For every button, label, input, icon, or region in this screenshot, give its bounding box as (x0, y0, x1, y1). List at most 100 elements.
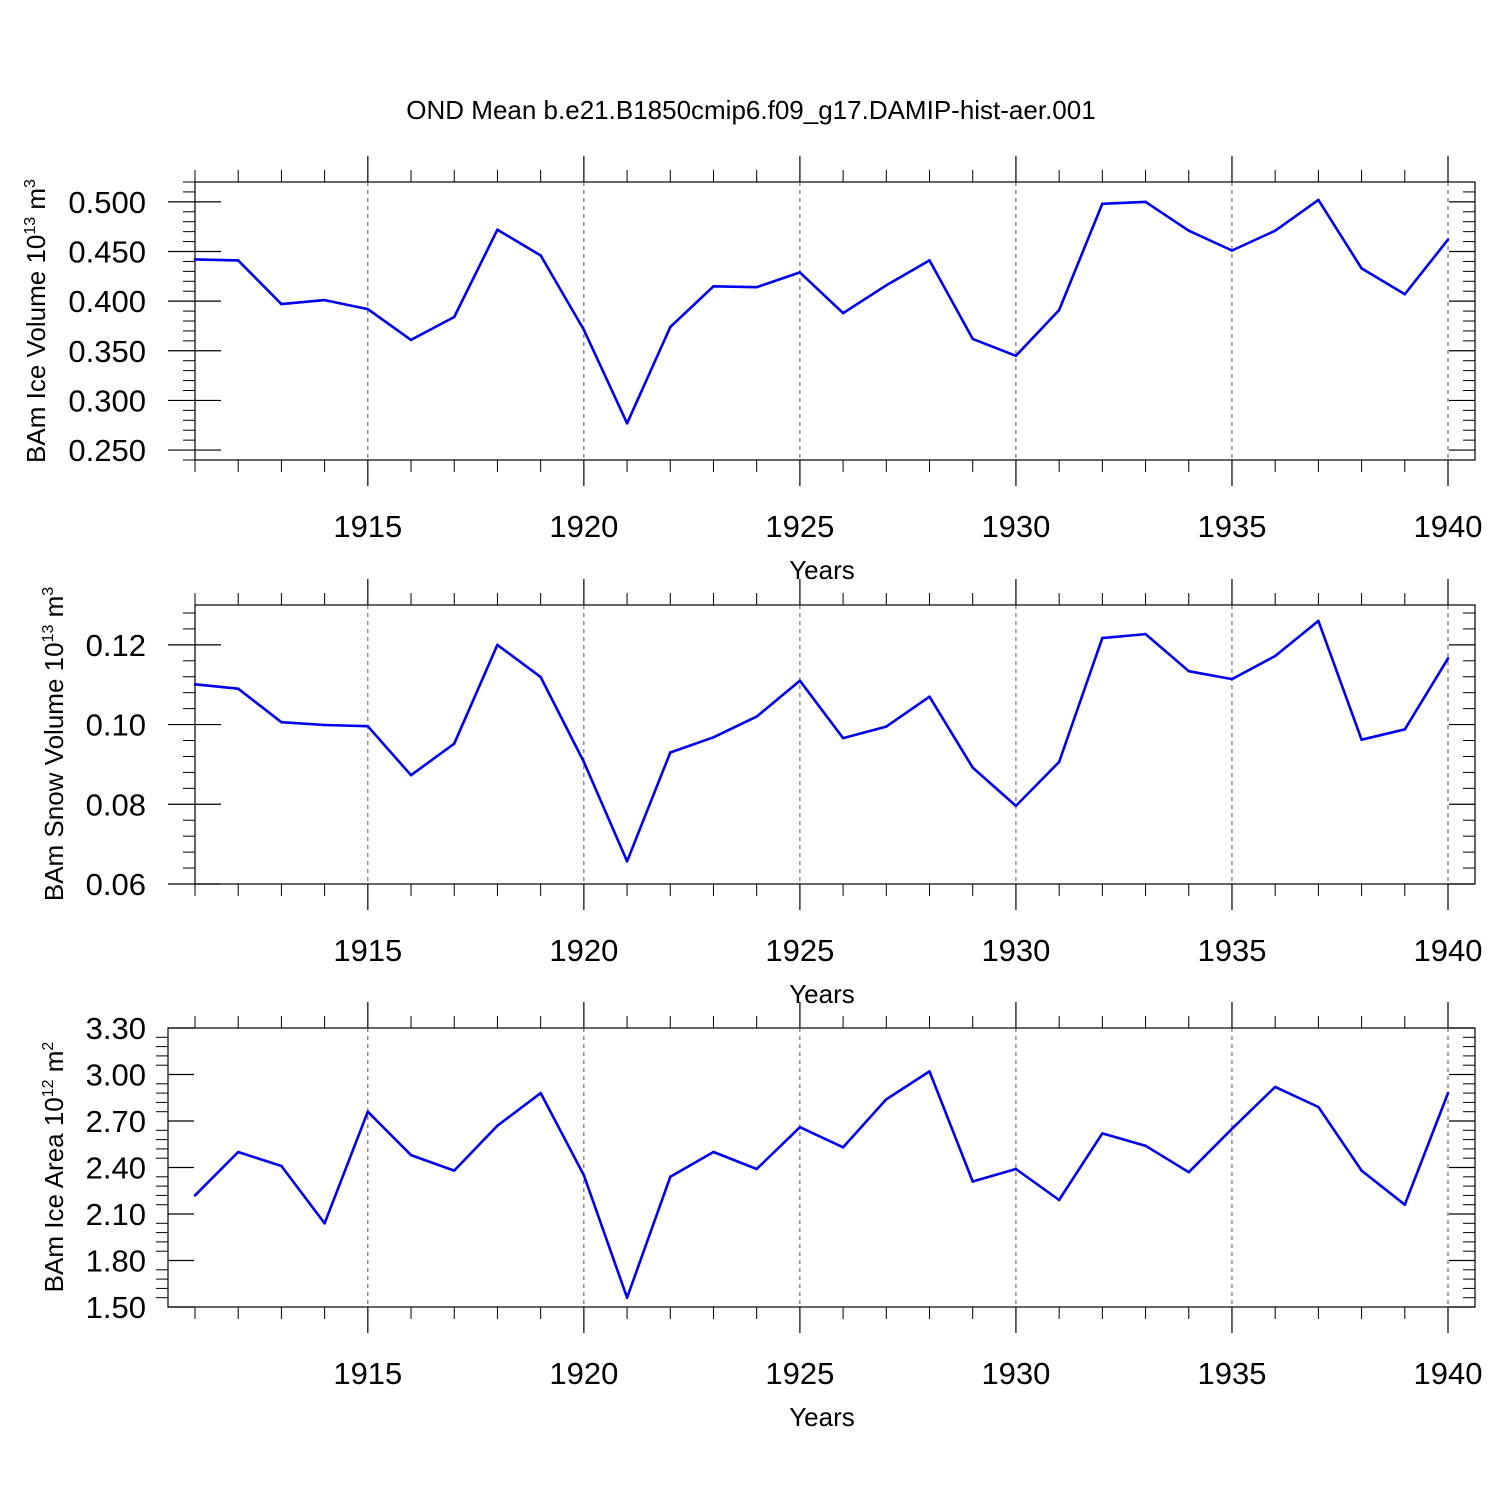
data-point (885, 283, 888, 287)
data-point (1317, 619, 1320, 623)
chart-panel-1: 1915 1920 1925 1930 1935 1940 0.250 0.300 0.350 0… (21, 156, 1482, 585)
y-tick-label: 0.250 (68, 433, 146, 468)
data-point (1101, 636, 1104, 640)
y-axis-label-unit: m (39, 1051, 69, 1080)
data-point (1273, 1085, 1277, 1089)
y-tick-label: 1.80 (86, 1244, 146, 1279)
data-point (798, 679, 802, 683)
series-line (194, 198, 1450, 425)
data-point (1317, 1105, 1320, 1109)
data-point (755, 1167, 758, 1171)
y-tick-label: 0.400 (68, 284, 146, 319)
y-tick-label: 0.500 (68, 185, 146, 220)
data-point (841, 1146, 845, 1149)
x-tick-label: 1935 (1197, 509, 1266, 544)
data-point (1144, 1144, 1147, 1148)
data-point (1273, 229, 1277, 232)
y-tick-label: 0.06 (86, 867, 146, 902)
data-point (625, 1296, 629, 1299)
y-axis-label-unit: m (21, 188, 51, 217)
x-tick-label: 1915 (333, 933, 402, 968)
x-tick-label: 1940 (1414, 509, 1483, 544)
y-tick-label: 0.350 (68, 334, 146, 369)
data-point (409, 773, 413, 777)
x-tick-label: 1930 (981, 509, 1050, 544)
data-point (1057, 308, 1061, 312)
data-point (1446, 657, 1450, 660)
data-point (193, 683, 197, 686)
data-point (1360, 738, 1363, 742)
data-point (1403, 1203, 1407, 1206)
data-point (582, 1173, 586, 1177)
data-point (1230, 1127, 1234, 1131)
y-tick-label: 3.30 (86, 1011, 146, 1046)
data-point (366, 307, 370, 311)
data-point (1057, 1198, 1061, 1202)
data-point (625, 421, 629, 425)
y-tick-label: 0.08 (86, 787, 146, 822)
data-point (625, 859, 629, 863)
x-tick-label: 1925 (765, 1356, 834, 1391)
x-axis-label: Years (789, 555, 855, 585)
data-point (1014, 1167, 1018, 1171)
series-line (194, 1070, 1450, 1299)
data-point (496, 643, 499, 647)
y-tick-label: 0.450 (68, 235, 146, 270)
data-point (1014, 354, 1018, 358)
data-point (236, 1150, 240, 1154)
y-tick-label: 0.12 (86, 628, 146, 663)
data-point (582, 328, 586, 332)
data-point (1360, 1169, 1363, 1172)
data-point (668, 325, 672, 329)
data-point (452, 315, 456, 319)
data-point (280, 302, 283, 306)
data-point (236, 259, 240, 262)
data-point (755, 715, 758, 718)
data-point (928, 259, 931, 262)
data-point (409, 338, 413, 342)
x-tick-label: 1940 (1414, 1356, 1483, 1391)
chart-panels: 1915 1920 1925 1930 1935 1940 0.250 0.300 0.350 0… (21, 156, 1482, 1432)
y-tick-label: 2.40 (86, 1151, 146, 1186)
figure-title: OND Mean b.e21.B1850cmip6.f09_g17.DAMIP-… (406, 95, 1095, 125)
plot-frame (167, 1027, 1476, 1308)
data-point (496, 228, 499, 231)
data-point (1403, 292, 1407, 296)
data-point (1014, 804, 1018, 808)
data-point (928, 695, 931, 698)
data-point (452, 742, 456, 746)
data-point (971, 1180, 975, 1183)
data-point (1360, 267, 1363, 270)
x-tick-label: 1935 (1197, 1356, 1266, 1391)
data-point (1273, 654, 1277, 658)
series-line (194, 619, 1450, 863)
x-tick-label: 1925 (765, 933, 834, 968)
data-point (539, 675, 542, 679)
data-point (582, 760, 586, 764)
y-axis-label: BAm Snow Volume 1013 m3 (39, 587, 69, 901)
y-tick-label: 0.10 (86, 708, 146, 743)
data-point (323, 1222, 326, 1225)
data-point (366, 724, 370, 728)
x-tick-label: 1920 (549, 1356, 618, 1391)
x-tick-label: 1935 (1197, 933, 1266, 968)
data-point (971, 337, 975, 341)
data-point (280, 1164, 283, 1168)
data-point (236, 687, 240, 690)
data-point (323, 298, 326, 302)
data-point (1187, 229, 1191, 232)
data-point (928, 1070, 931, 1073)
data-point (323, 723, 326, 727)
y-tick-label: 3.00 (86, 1058, 146, 1093)
data-point (1230, 677, 1234, 681)
x-tick-label: 1930 (981, 1356, 1050, 1391)
data-point (841, 311, 845, 315)
x-tick-label: 1940 (1414, 933, 1483, 968)
y-axis-label-text: BAm Snow Volume 10 (39, 642, 69, 901)
y-tick-label: 0.300 (68, 383, 146, 418)
data-point (885, 725, 888, 728)
data-point (1187, 669, 1191, 673)
y-axis-label-text: BAm Ice Volume 10 (21, 235, 51, 463)
plot-frame (194, 604, 1476, 885)
